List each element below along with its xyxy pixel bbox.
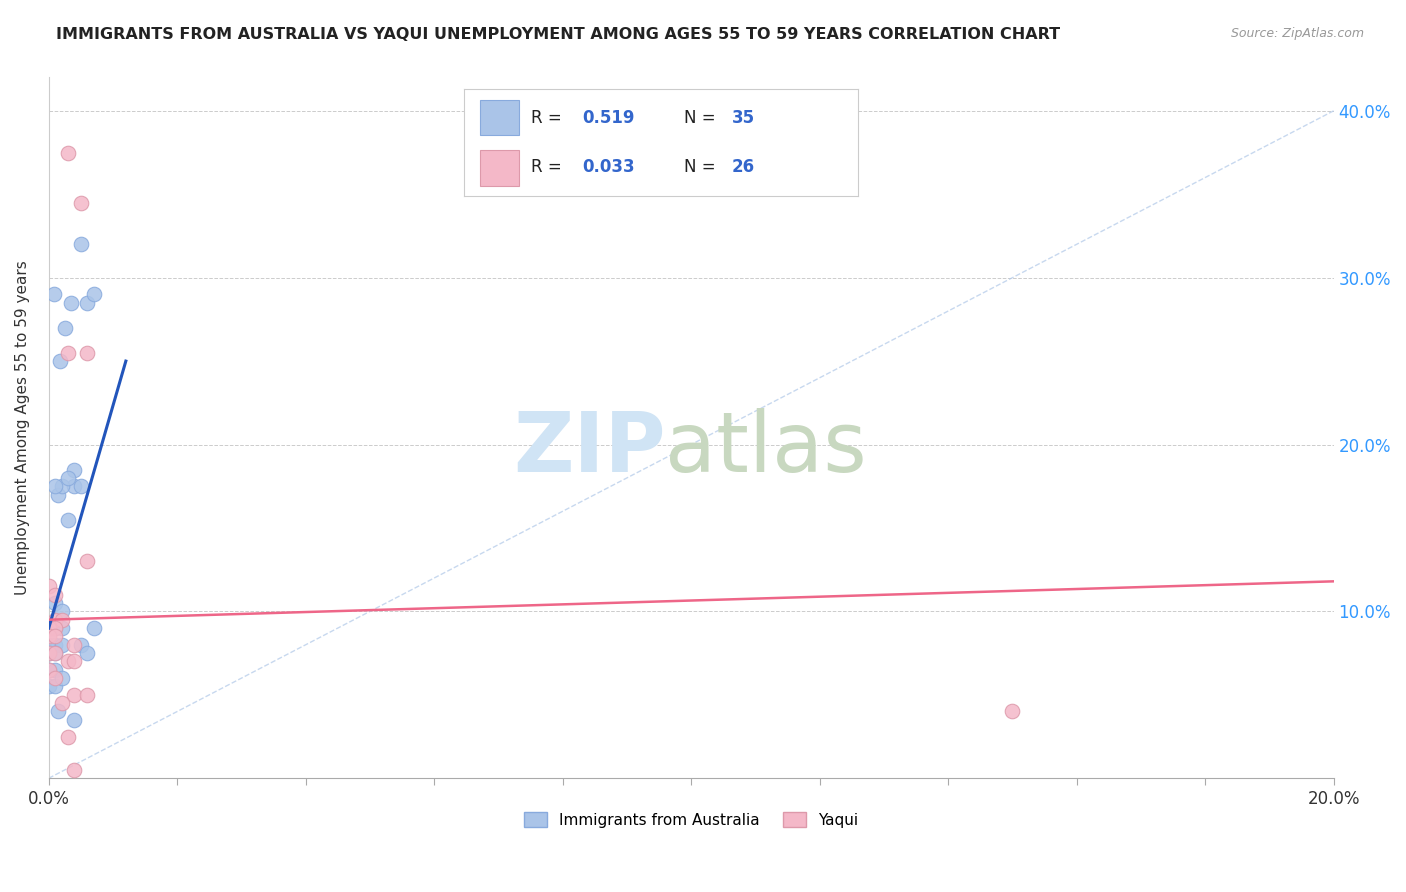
Point [51, 671, 73, 685]
Point [1001, 705, 1024, 719]
Point [44, 646, 66, 660]
Text: 26: 26 [731, 159, 755, 177]
Point [48, 705, 70, 719]
Point [44, 621, 66, 635]
Point [70, 195, 93, 210]
Legend: Immigrants from Australia, Yaqui: Immigrants from Australia, Yaqui [519, 805, 865, 834]
Point [56, 471, 79, 485]
Point [44, 479, 66, 493]
Point [70, 479, 93, 493]
Point [38, 663, 60, 677]
Text: 35: 35 [731, 109, 755, 127]
Point [70, 237, 93, 252]
Text: R =: R = [531, 159, 567, 177]
Point [44, 588, 66, 602]
Text: ZIP: ZIP [513, 409, 665, 490]
Point [63, 763, 86, 777]
Point [60, 295, 83, 310]
Point [56, 145, 79, 160]
Y-axis label: Unemployment Among Ages 55 to 59 years: Unemployment Among Ages 55 to 59 years [15, 260, 30, 595]
Point [44, 638, 66, 652]
Point [38, 621, 60, 635]
Point [76, 646, 98, 660]
Point [38, 663, 60, 677]
Point [56, 655, 79, 669]
Text: atlas: atlas [665, 409, 868, 490]
Point [63, 655, 86, 669]
Text: R =: R = [531, 109, 567, 127]
Point [63, 713, 86, 727]
Point [51, 613, 73, 627]
Point [44, 621, 66, 635]
Text: 0.033: 0.033 [582, 159, 634, 177]
Point [63, 462, 86, 476]
Point [51, 621, 73, 635]
Point [51, 479, 73, 493]
Point [38, 579, 60, 593]
Point [44, 613, 66, 627]
Point [63, 479, 86, 493]
Point [51, 604, 73, 618]
Point [83, 621, 105, 635]
Point [83, 287, 105, 301]
Point [70, 638, 93, 652]
Point [44, 646, 66, 660]
Point [51, 638, 73, 652]
Point [63, 688, 86, 702]
Point [56, 345, 79, 359]
Point [56, 730, 79, 744]
Point [44, 629, 66, 643]
Point [76, 295, 98, 310]
Text: N =: N = [685, 159, 721, 177]
Point [56, 513, 79, 527]
Point [49, 354, 72, 368]
Point [42, 287, 65, 301]
Point [38, 680, 60, 694]
Bar [479, 150, 519, 186]
Point [63, 638, 86, 652]
Point [38, 629, 60, 643]
Point [41, 621, 63, 635]
Text: 0.519: 0.519 [582, 109, 634, 127]
Point [44, 596, 66, 610]
Point [53, 320, 76, 334]
Text: N =: N = [685, 109, 721, 127]
Point [76, 554, 98, 568]
Point [38, 646, 60, 660]
Point [38, 646, 60, 660]
Bar [479, 100, 519, 136]
Point [44, 680, 66, 694]
Point [76, 345, 98, 359]
Point [76, 688, 98, 702]
Point [44, 663, 66, 677]
Point [48, 487, 70, 501]
Point [38, 638, 60, 652]
Point [44, 671, 66, 685]
Point [51, 696, 73, 710]
Text: IMMIGRANTS FROM AUSTRALIA VS YAQUI UNEMPLOYMENT AMONG AGES 55 TO 59 YEARS CORREL: IMMIGRANTS FROM AUSTRALIA VS YAQUI UNEMP… [56, 27, 1060, 42]
Text: Source: ZipAtlas.com: Source: ZipAtlas.com [1230, 27, 1364, 40]
